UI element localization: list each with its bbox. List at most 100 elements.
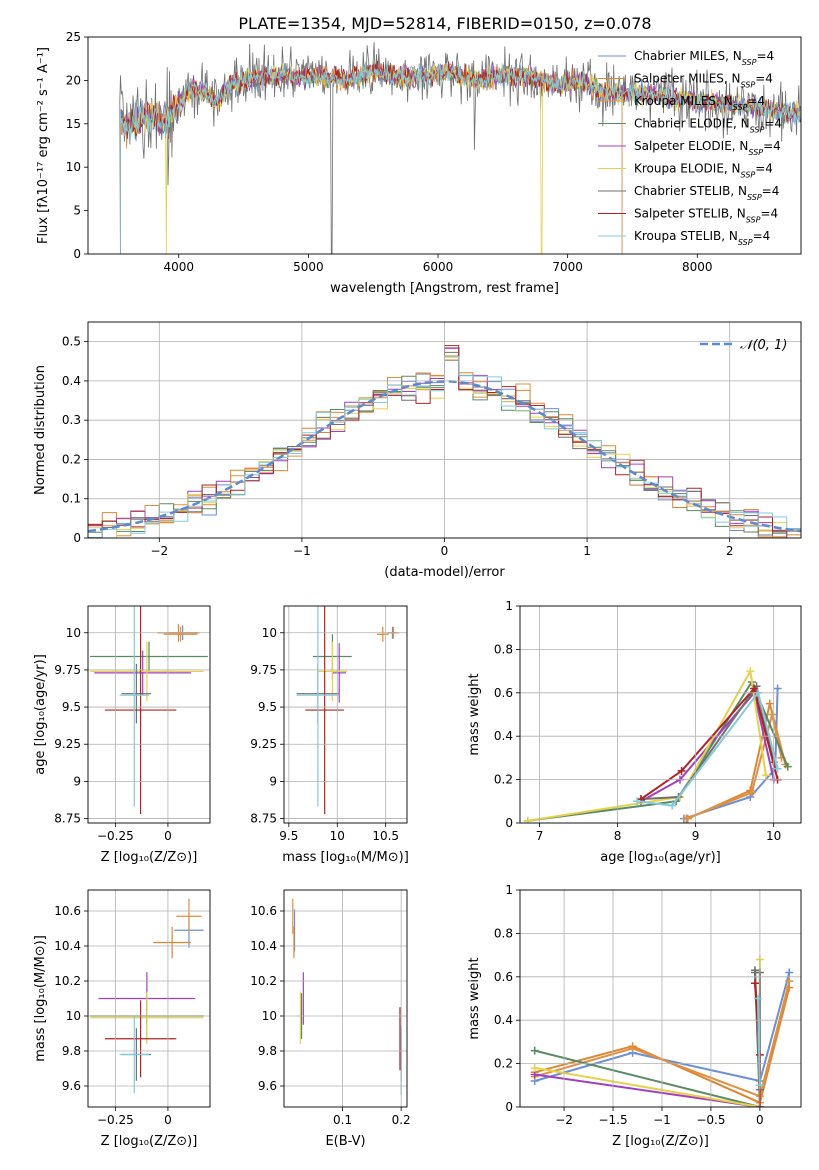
axes-frame	[87, 36, 802, 255]
x-tick-label: 10.5	[372, 829, 399, 843]
y-tick-label: 9	[73, 774, 81, 788]
x-tick-label: 0	[164, 829, 172, 843]
y-tick-label: 9.5	[258, 700, 277, 714]
x-tick-label: −0.25	[97, 829, 134, 843]
legend-label: Salpeter ELODIE, NSSP=4	[634, 139, 781, 157]
y-axis-label: Normed distribution	[33, 365, 48, 495]
axes-frame	[87, 605, 211, 824]
y-tick-label: 0.5	[62, 335, 81, 349]
weight-marker	[750, 979, 759, 988]
x-tick-label: 1	[583, 544, 591, 558]
y-axis-label: mass weight	[467, 673, 482, 755]
plot-area-weight-vs-Z	[530, 955, 794, 1107]
spectrum-line-8	[120, 61, 801, 254]
x-tick-label: 8000	[682, 260, 713, 274]
y-tick-label: 9.75	[54, 663, 81, 677]
y-tick-label: 0.4	[62, 374, 81, 388]
y-tick-label: 0.2	[494, 773, 513, 787]
weight-marker	[750, 684, 759, 693]
y-tick-label: 0.2	[494, 1057, 513, 1071]
weight-marker	[753, 994, 762, 1003]
x-tick-label: 8	[614, 829, 622, 843]
x-axis-label: E(B-V)	[325, 1134, 365, 1149]
y-tick-label: 10.2	[250, 974, 277, 988]
y-tick-label: 10	[66, 1009, 81, 1023]
y-tick-label: 9.25	[250, 737, 277, 751]
legend-label: Chabrier MILES, NSSP=4	[634, 49, 774, 67]
y-tick-label: 5	[73, 204, 81, 218]
weight-marker	[747, 788, 756, 797]
plot-area-mass-vs-EBV	[292, 898, 402, 1095]
y-tick-label: 0.8	[494, 642, 513, 656]
y-tick-label: 9.5	[62, 700, 81, 714]
x-tick-label: 7	[536, 829, 544, 843]
y-axis-label: age [log₁₀(age/yr)]	[33, 654, 48, 775]
weight-marker	[628, 1044, 637, 1053]
y-tick-label: 0.6	[494, 970, 513, 984]
plot-area-age-vs-mass	[296, 606, 400, 815]
legend-label: Kroupa STELIB, NSSP=4	[634, 229, 770, 247]
chart-title: PLATE=1354, MJD=52814, FIBERID=0150, z=0…	[238, 14, 651, 33]
y-tick-label: 0.1	[62, 492, 81, 506]
panel-mass-vs-Z: −0.25 0 9.6 9.8 10 10.2 10.4 10.6 Z [log₁₀(Z/Z⊙)…	[33, 889, 211, 1149]
axes-frame	[87, 321, 802, 539]
weight-marker	[761, 771, 770, 780]
y-tick-label: 9.75	[250, 663, 277, 677]
y-tick-label: 0.3	[62, 413, 81, 427]
y-tick-label: 10.6	[250, 904, 277, 918]
weight-line-7	[640, 686, 779, 800]
y-tick-label: 0	[73, 247, 81, 261]
axes-frame	[519, 889, 802, 1108]
weight-marker	[677, 766, 686, 775]
y-tick-label: 8.75	[250, 812, 277, 826]
x-tick-label: 0.2	[392, 1113, 411, 1127]
x-axis-label: Z [log₁₀(Z/Z⊙)]	[612, 1134, 709, 1149]
weight-line-6	[640, 683, 775, 801]
x-tick-label: 4000	[163, 260, 194, 274]
legend-label: Chabrier ELODIE, NSSP=4	[634, 117, 782, 135]
y-axis-label: mass [log₁₀(M/M⊙)]	[33, 935, 48, 1062]
y-tick-label: 10	[262, 1009, 277, 1023]
plot-area-mass-vs-Z	[90, 898, 204, 1093]
y-tick-label: 15	[66, 117, 81, 131]
weight-marker	[633, 797, 642, 806]
y-tick-label: 1	[505, 883, 513, 897]
x-tick-label: −1	[293, 544, 311, 558]
y-axis-label: mass weight	[467, 957, 482, 1039]
x-axis-label: age [log₁₀(age/yr)]	[600, 850, 721, 865]
weight-marker	[530, 1046, 539, 1055]
x-tick-label: 6000	[423, 260, 454, 274]
weight-marker	[773, 764, 782, 773]
x-tick-label: −0.25	[97, 1113, 134, 1127]
legend-label: Chabrier STELIB, NSSP=4	[634, 184, 779, 202]
plot-area-weight-vs-age	[523, 667, 792, 823]
x-tick-label: 0	[164, 1113, 172, 1127]
weight-line-0	[534, 972, 791, 1083]
x-tick-label: 2	[726, 544, 734, 558]
axes-frame	[283, 605, 408, 824]
x-tick-label: −2	[555, 1113, 573, 1127]
weight-marker	[530, 1063, 539, 1072]
y-tick-label: 0	[505, 1100, 513, 1114]
legend-label: 𝒩(0, 1)	[740, 338, 787, 353]
weight-marker	[783, 762, 792, 771]
y-tick-label: 0	[73, 531, 81, 545]
y-tick-label: 8.75	[54, 812, 81, 826]
plot-area-age-vs-Z	[90, 606, 208, 815]
x-tick-label: −1.5	[598, 1113, 627, 1127]
legend-label: Kroupa ELODIE, NSSP=4	[634, 162, 773, 180]
x-axis-label: Z [log₁₀(Z/Z⊙)]	[101, 850, 198, 865]
y-tick-label: 9.8	[258, 1044, 277, 1058]
panel-weight-vs-age: 7 8 9 10 0 0.2 0.4 0.6 0.8 1 age [log₁₀(age/yr)] ma…	[467, 599, 802, 865]
axes-frame	[283, 889, 408, 1108]
legend-label: Salpeter MILES, NSSP=4	[634, 72, 773, 90]
axes-frame	[519, 605, 802, 824]
y-tick-label: 0.8	[494, 926, 513, 940]
x-axis-label: Z [log₁₀(Z/Z⊙)]	[101, 1134, 198, 1149]
x-tick-label: 0	[756, 1113, 764, 1127]
y-tick-label: 10	[262, 626, 277, 640]
y-tick-label: 9.6	[258, 1079, 277, 1093]
weight-marker	[773, 684, 782, 693]
weight-line-1	[534, 987, 791, 1105]
x-tick-label: 9	[692, 829, 700, 843]
